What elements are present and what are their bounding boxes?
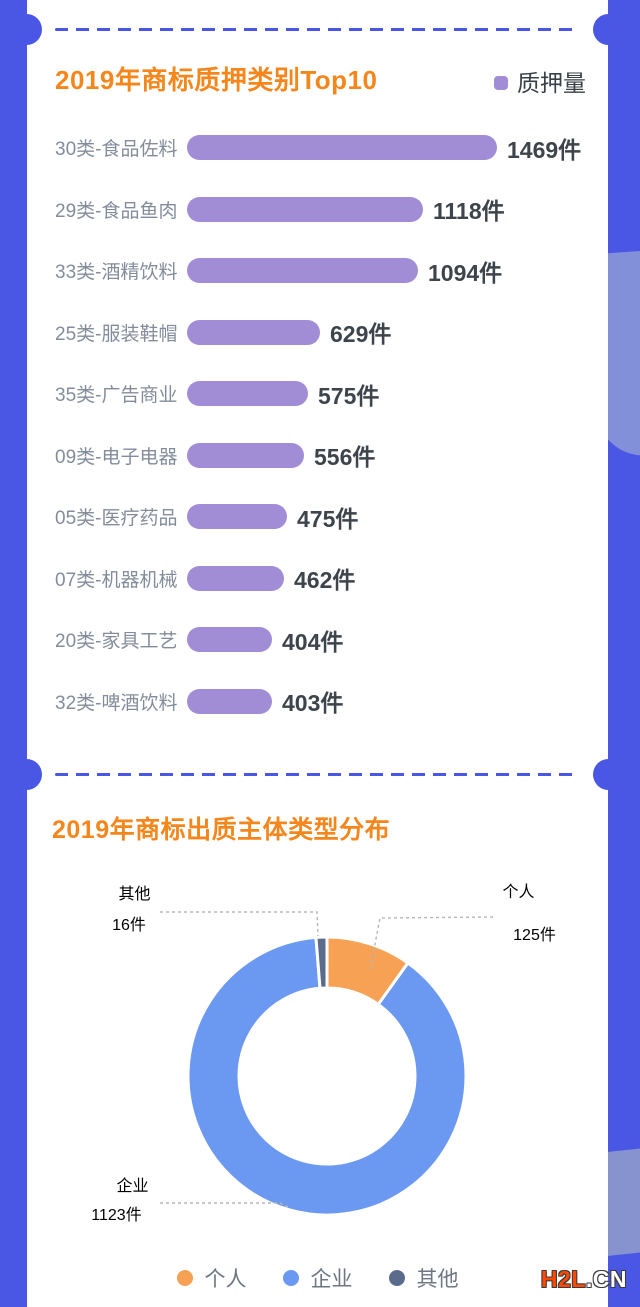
- legend-text-qita: 其他: [416, 1268, 459, 1291]
- callout-geren-name: 个人: [502, 884, 535, 901]
- watermark: H2L.CN: [541, 1266, 627, 1293]
- bar-value-label: 629件: [330, 321, 392, 348]
- bar-category-label: 32类-啤酒饮料: [55, 692, 178, 714]
- donut-slice-个人: [325, 935, 411, 1007]
- bar: [187, 627, 272, 653]
- watermark-suffix: .CN: [585, 1266, 627, 1292]
- bar: [187, 565, 284, 591]
- legend-text-qiye: 企业: [310, 1268, 353, 1291]
- bar-row: 05类-医疗药品 475件: [55, 486, 600, 548]
- bar: [187, 688, 272, 714]
- notch-left-middle: [11, 759, 42, 790]
- bar: [187, 381, 308, 407]
- watermark-brand: H2L: [540, 1266, 586, 1292]
- pie-chart-title: 2019年商标出质主体类型分布: [52, 816, 391, 844]
- bar: [187, 135, 497, 161]
- leader-line-qita: [160, 911, 319, 937]
- bar: [187, 319, 320, 345]
- bar-row: 35类-广告商业 575件: [55, 363, 600, 425]
- bar-row: 07类-机器机械 462件: [55, 548, 600, 610]
- bar-value-label: 404件: [282, 628, 344, 655]
- legend-dot-qiye-icon: [282, 1270, 299, 1286]
- leader-line-geren: [369, 916, 494, 971]
- legend-dot-qita-icon: [388, 1270, 405, 1286]
- callout-geren-value: 125件: [513, 927, 556, 944]
- infographic-card: 2019年商标质押类别Top10 质押量 30类-食品佐料 1469件 29类-食品…: [11, 0, 624, 1307]
- bar: [187, 258, 418, 284]
- callout-qita-value: 16件: [112, 917, 146, 934]
- bar: [187, 504, 287, 530]
- bar-category-label: 07类-机器机械: [55, 569, 178, 591]
- bar-category-label: 29类-食品鱼肉: [55, 200, 178, 222]
- bar-row: 09类-电子电器 556件: [55, 425, 600, 487]
- donut-slice-企业: [186, 935, 468, 1217]
- bar-category-label: 25类-服装鞋帽: [55, 323, 178, 345]
- legend-item-qita: 其他: [388, 1263, 459, 1293]
- bar-category-label: 09类-电子电器: [55, 446, 178, 468]
- bar-row: 33类-酒精饮料 1094件: [55, 240, 600, 302]
- notch-left-top: [11, 14, 42, 45]
- bar-category-label: 05类-医疗药品: [55, 508, 178, 530]
- legend-dot-geren-icon: [176, 1270, 193, 1286]
- bar-chart-legend: 质押量: [494, 64, 586, 98]
- bar-chart-title: 2019年商标质押类别Top10: [55, 65, 378, 95]
- bar-row: 30类-食品佐料 1469件: [55, 117, 600, 179]
- bar-value-label: 1094件: [428, 259, 503, 286]
- bar-value-label: 475件: [297, 505, 359, 532]
- bar-chart: 30类-食品佐料 1469件 29类-食品鱼肉 1118件 33类-酒精饮料 1094件 2…: [55, 117, 600, 732]
- notch-right-top: [593, 14, 624, 45]
- bar-value-label: 462件: [294, 567, 356, 594]
- callout-qiye-value: 1123件: [91, 1207, 142, 1224]
- bar-row: 20类-家具工艺 404件: [55, 609, 600, 671]
- bar-value-label: 1469件: [507, 136, 582, 163]
- bar-category-label: 20类-家具工艺: [55, 631, 178, 653]
- dashed-separator-top: [55, 28, 580, 31]
- bar-category-label: 30类-食品佐料: [55, 139, 178, 161]
- bar-row: 25类-服装鞋帽 629件: [55, 302, 600, 364]
- bar-value-label: 556件: [314, 444, 376, 471]
- legend-item-geren: 个人: [176, 1263, 247, 1293]
- pie-chart-legend: 个人 企业 其他: [27, 1263, 608, 1293]
- bar-row: 32类-啤酒饮料 403件: [55, 671, 600, 733]
- leader-line-qiye: [160, 1202, 291, 1209]
- notch-right-middle: [593, 759, 624, 790]
- bar-category-label: 35类-广告商业: [55, 385, 178, 407]
- bar-value-label: 403件: [282, 690, 344, 717]
- legend-text-geren: 个人: [204, 1268, 247, 1291]
- callout-qiye-name: 企业: [116, 1178, 149, 1195]
- bar-value-label: 575件: [318, 382, 380, 409]
- legend-swatch-icon: [494, 75, 508, 90]
- legend-item-qiye: 企业: [282, 1263, 353, 1293]
- bar-category-label: 33类-酒精饮料: [55, 262, 178, 284]
- bar: [187, 196, 423, 222]
- bar-row: 29类-食品鱼肉 1118件: [55, 179, 600, 241]
- bar: [187, 442, 304, 468]
- legend-label: 质押量: [517, 70, 586, 96]
- donut-slice-其他: [314, 935, 329, 990]
- bar-value-label: 1118件: [433, 198, 505, 225]
- callout-qita-name: 其他: [118, 886, 151, 903]
- dashed-separator-middle: [55, 773, 580, 776]
